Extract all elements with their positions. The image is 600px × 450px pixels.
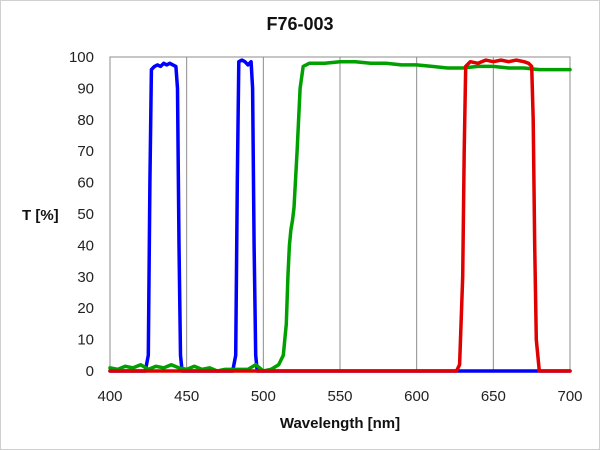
y-tick-label: 0	[86, 363, 94, 380]
grid-lines	[186, 57, 494, 371]
red-filter-line	[108, 58, 572, 373]
y-tick-label: 40	[77, 237, 94, 254]
y-tick-label: 80	[77, 112, 94, 129]
y-tick-label: 60	[77, 175, 94, 192]
y-axis-title: T [%]	[22, 207, 59, 224]
x-axis-ticks: 400 450 500 550 600 650 700	[97, 388, 582, 405]
x-tick-label: 500	[251, 388, 276, 405]
y-tick-label: 30	[77, 269, 94, 286]
y-tick-label: 20	[77, 300, 94, 317]
y-tick-label: 70	[77, 143, 94, 160]
x-tick-label: 400	[97, 388, 122, 405]
y-tick-label: 10	[77, 332, 94, 349]
green-filter-line	[108, 59, 572, 373]
x-tick-label: 550	[327, 388, 352, 405]
x-axis-title: Wavelength [nm]	[280, 415, 400, 432]
y-tick-label: 100	[69, 49, 94, 66]
x-tick-label: 450	[174, 388, 199, 405]
series-lines	[108, 58, 572, 373]
y-tick-label: 50	[77, 206, 94, 223]
y-axis-ticks: 0 10 20 30 40 50 60 70 80 90 100	[69, 49, 94, 380]
x-tick-label: 600	[404, 388, 429, 405]
x-tick-label: 700	[557, 388, 582, 405]
chart-title: F76-003	[266, 14, 333, 34]
blue-filter-line	[108, 58, 572, 373]
y-tick-label: 90	[77, 80, 94, 97]
x-tick-label: 650	[481, 388, 506, 405]
